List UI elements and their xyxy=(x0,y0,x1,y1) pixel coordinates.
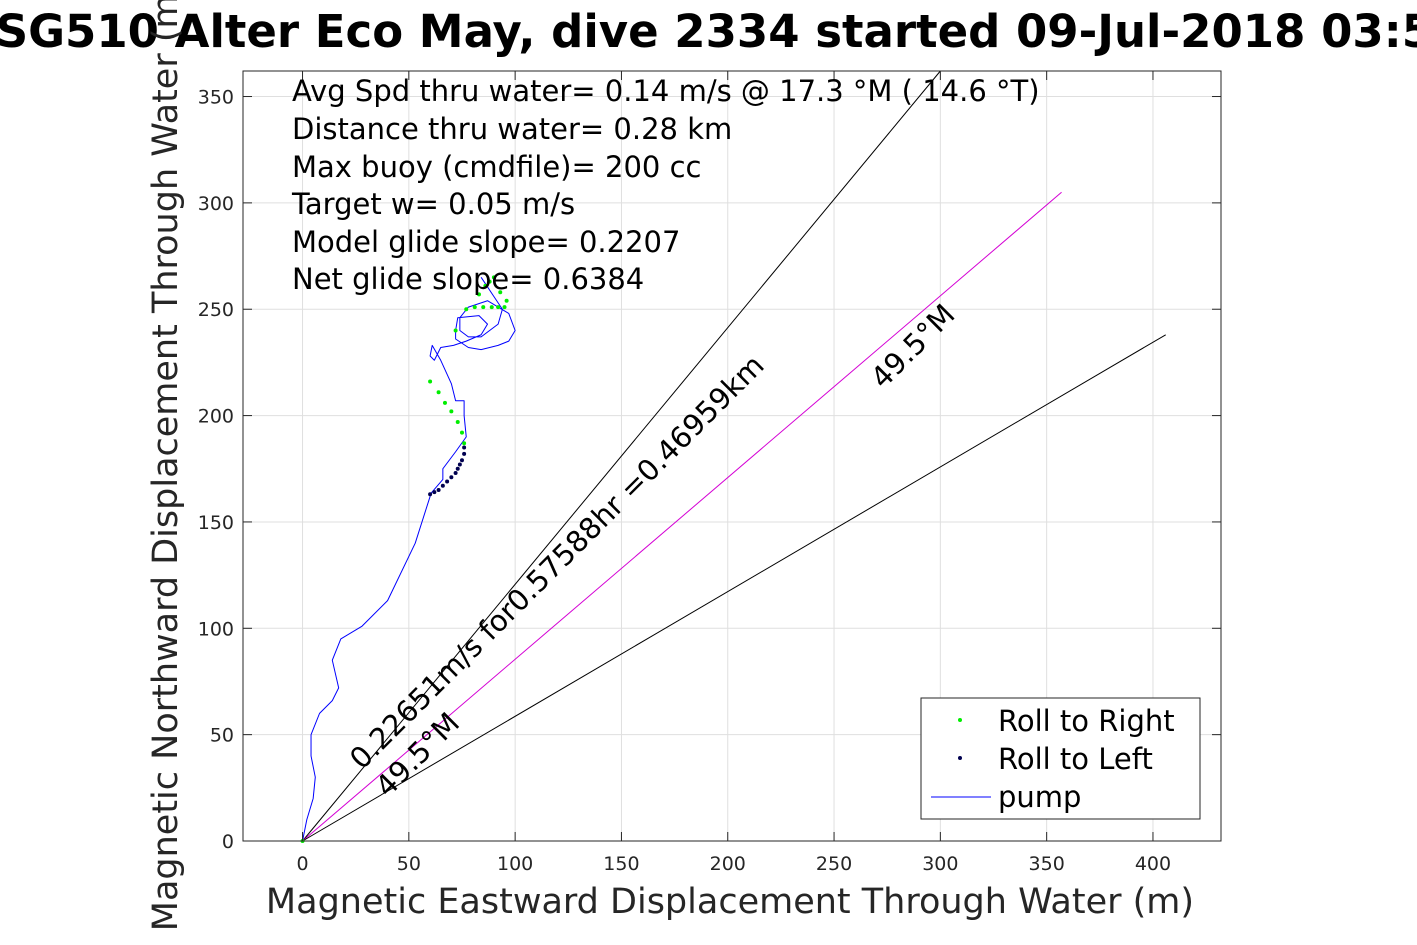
y-tick-label: 250 xyxy=(198,299,234,321)
x-tick-label: 300 xyxy=(922,853,958,875)
annotations: Avg Spd thru water= 0.14 m/s @ 17.3 °M (… xyxy=(291,74,1040,296)
point-roll-to-right xyxy=(487,279,492,284)
x-axis-label: Magnetic Eastward Displacement Through W… xyxy=(266,882,1194,922)
point-roll-to-right xyxy=(483,283,488,288)
y-tick-label: 200 xyxy=(198,406,234,428)
point-roll-to-right xyxy=(498,290,503,295)
y-tick-label: 350 xyxy=(198,87,234,109)
point-roll-to-left xyxy=(445,479,450,484)
point-roll-to-right xyxy=(449,409,454,414)
point-roll-to-left xyxy=(449,475,454,480)
annotation-distance: Distance thru water= 0.28 km xyxy=(292,112,732,146)
x-tick-label: 350 xyxy=(1029,853,1065,875)
point-roll-to-right xyxy=(455,419,460,424)
legend: Roll to Right Roll to Left pump xyxy=(920,697,1201,820)
legend-label-roll-left: Roll to Left xyxy=(998,742,1153,776)
annotation-max-buoy: Max buoy (cmdfile)= 200 cc xyxy=(292,150,701,184)
x-tick-label: 0 xyxy=(296,853,308,875)
heading-lines xyxy=(302,70,1166,842)
point-roll-to-left xyxy=(432,490,437,495)
x-tick-label: 200 xyxy=(710,853,746,875)
point-roll-to-right xyxy=(436,390,441,395)
point-roll-to-right xyxy=(481,305,486,310)
annotation-model-glide-slope: Model glide slope= 0.2207 xyxy=(292,225,680,259)
chart-title: SG510 Alter Eco May, dive 2334 started 0… xyxy=(0,5,1417,58)
point-roll-to-left xyxy=(462,451,467,456)
annotation-target-w: Target w= 0.05 m/s xyxy=(291,187,575,221)
y-tick-label: 50 xyxy=(210,725,234,747)
point-roll-to-right xyxy=(459,430,464,435)
legend-label-roll-right: Roll to Right xyxy=(998,704,1175,738)
legend-marker-roll-left xyxy=(958,756,962,760)
point-roll-to-right xyxy=(502,305,507,310)
roll-points xyxy=(300,275,509,843)
point-roll-to-left xyxy=(462,445,467,450)
point-roll-to-right xyxy=(453,328,458,333)
point-roll-to-right xyxy=(491,275,496,280)
annotation-net-glide-slope: Net glide slope= 0.6384 xyxy=(292,262,644,296)
point-roll-to-left xyxy=(455,466,460,471)
y-axis-label: Magnetic Northward Displacement Through … xyxy=(146,0,186,931)
x-tick-label: 100 xyxy=(497,853,533,875)
x-tick-label: 150 xyxy=(603,853,639,875)
point-roll-to-left xyxy=(428,492,433,497)
heading-line xyxy=(302,191,1062,842)
point-roll-to-left xyxy=(459,458,464,463)
point-roll-to-right xyxy=(442,400,447,405)
point-roll-to-right xyxy=(464,307,469,312)
point-roll-to-left xyxy=(440,483,445,488)
point-roll-to-right xyxy=(489,305,494,310)
point-roll-to-left xyxy=(457,462,462,467)
legend-box xyxy=(920,697,1201,820)
point-roll-to-right xyxy=(496,305,501,310)
heading-line xyxy=(302,70,941,842)
annotation-avg-speed: Avg Spd thru water= 0.14 m/s @ 17.3 °M (… xyxy=(292,74,1040,108)
point-roll-to-right xyxy=(504,298,509,303)
plot-frame xyxy=(242,70,1222,842)
y-tick-label: 0 xyxy=(222,831,234,853)
point-roll-to-right xyxy=(462,441,467,446)
ticks: 0 50 100 150 200 250 300 350 400 0 50 100 150 200 250 3… xyxy=(198,71,1221,875)
y-tick-label: 150 xyxy=(198,512,234,534)
point-roll-to-right xyxy=(472,305,477,310)
x-tick-label: 250 xyxy=(816,853,852,875)
y-tick-label: 100 xyxy=(198,618,234,640)
heading-line xyxy=(302,334,1166,842)
point-roll-to-left xyxy=(453,471,458,476)
point-roll-to-left xyxy=(436,488,441,493)
x-tick-label: 50 xyxy=(397,853,421,875)
y-tick-label: 300 xyxy=(198,193,234,215)
x-tick-label: 400 xyxy=(1135,853,1171,875)
legend-label-pump: pump xyxy=(998,780,1081,814)
point-roll-to-right xyxy=(476,292,481,297)
legend-marker-roll-right xyxy=(958,718,962,722)
point-roll-to-right xyxy=(428,379,433,384)
